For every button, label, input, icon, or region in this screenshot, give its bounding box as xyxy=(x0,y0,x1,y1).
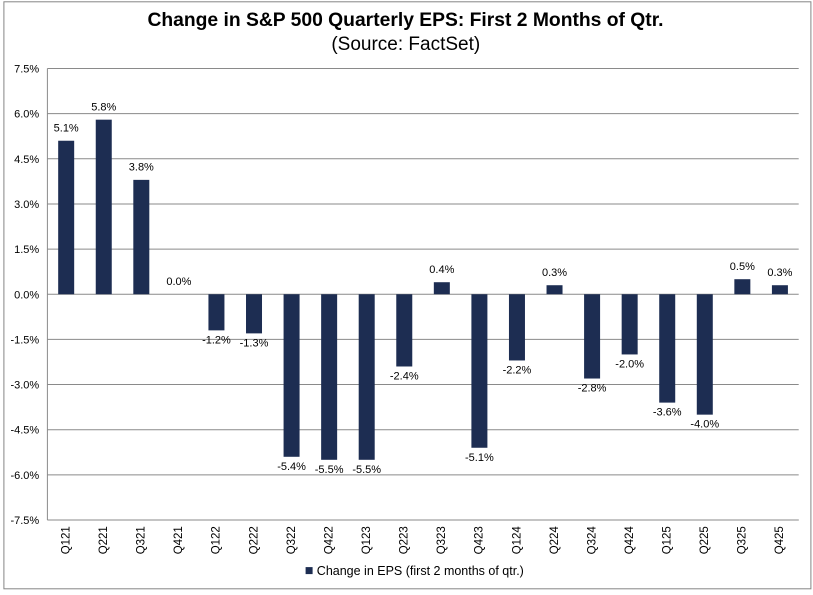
svg-text:-4.5%: -4.5% xyxy=(10,425,39,437)
svg-text:7.5%: 7.5% xyxy=(14,64,39,76)
svg-text:Change in EPS (first 2 months: Change in EPS (first 2 months of qtr.) xyxy=(317,564,524,578)
svg-text:0.3%: 0.3% xyxy=(767,267,792,279)
svg-text:Q221: Q221 xyxy=(98,526,110,554)
svg-text:-1.2%: -1.2% xyxy=(202,334,231,346)
svg-text:5.8%: 5.8% xyxy=(91,101,116,113)
svg-text:5.1%: 5.1% xyxy=(54,123,79,135)
svg-text:Q323: Q323 xyxy=(436,526,448,554)
svg-text:Q325: Q325 xyxy=(737,526,749,554)
svg-text:-5.5%: -5.5% xyxy=(352,464,381,476)
svg-text:Q222: Q222 xyxy=(248,526,260,554)
svg-text:Q424: Q424 xyxy=(624,526,636,555)
svg-text:1.5%: 1.5% xyxy=(14,244,39,256)
svg-text:-2.0%: -2.0% xyxy=(615,358,644,370)
svg-text:-1.5%: -1.5% xyxy=(10,334,39,346)
svg-text:-3.0%: -3.0% xyxy=(10,380,39,392)
svg-text:Q423: Q423 xyxy=(474,526,486,554)
svg-text:Q422: Q422 xyxy=(323,526,335,554)
svg-text:Q121: Q121 xyxy=(60,526,72,554)
svg-text:Q224: Q224 xyxy=(549,526,561,555)
svg-text:4.5%: 4.5% xyxy=(14,154,39,166)
svg-text:Q322: Q322 xyxy=(286,526,298,554)
svg-text:0.3%: 0.3% xyxy=(542,267,567,279)
svg-text:-2.2%: -2.2% xyxy=(503,364,532,376)
svg-text:-6.0%: -6.0% xyxy=(10,470,39,482)
svg-text:Q324: Q324 xyxy=(586,526,598,555)
svg-text:Q321: Q321 xyxy=(136,526,148,554)
svg-text:Q225: Q225 xyxy=(699,526,711,554)
svg-text:Q425: Q425 xyxy=(774,526,786,554)
svg-text:0.0%: 0.0% xyxy=(14,289,39,301)
svg-text:3.0%: 3.0% xyxy=(14,199,39,211)
svg-text:-2.8%: -2.8% xyxy=(578,383,607,395)
svg-text:6.0%: 6.0% xyxy=(14,109,39,121)
svg-text:Q124: Q124 xyxy=(511,526,523,555)
svg-text:0.5%: 0.5% xyxy=(730,261,755,273)
svg-text:Q223: Q223 xyxy=(399,526,411,554)
svg-text:-2.4%: -2.4% xyxy=(390,370,419,382)
svg-text:Q122: Q122 xyxy=(211,526,223,554)
svg-text:-5.4%: -5.4% xyxy=(277,461,306,473)
svg-text:(Source: FactSet): (Source: FactSet) xyxy=(331,34,480,55)
svg-text:Q125: Q125 xyxy=(662,526,674,554)
svg-text:-3.6%: -3.6% xyxy=(653,407,682,419)
svg-text:Q123: Q123 xyxy=(361,526,373,554)
svg-text:0.0%: 0.0% xyxy=(166,276,191,288)
svg-text:-5.5%: -5.5% xyxy=(315,464,344,476)
svg-text:-1.3%: -1.3% xyxy=(240,337,269,349)
svg-text:Change in S&P 500 Quarterly EP: Change in S&P 500 Quarterly EPS: First 2… xyxy=(147,10,663,31)
svg-text:-5.1%: -5.1% xyxy=(465,452,494,464)
svg-text:-4.0%: -4.0% xyxy=(690,419,719,431)
svg-text:Q421: Q421 xyxy=(173,526,185,554)
svg-text:0.4%: 0.4% xyxy=(429,264,454,276)
svg-text:3.8%: 3.8% xyxy=(129,162,154,174)
svg-text:-7.5%: -7.5% xyxy=(10,515,39,527)
